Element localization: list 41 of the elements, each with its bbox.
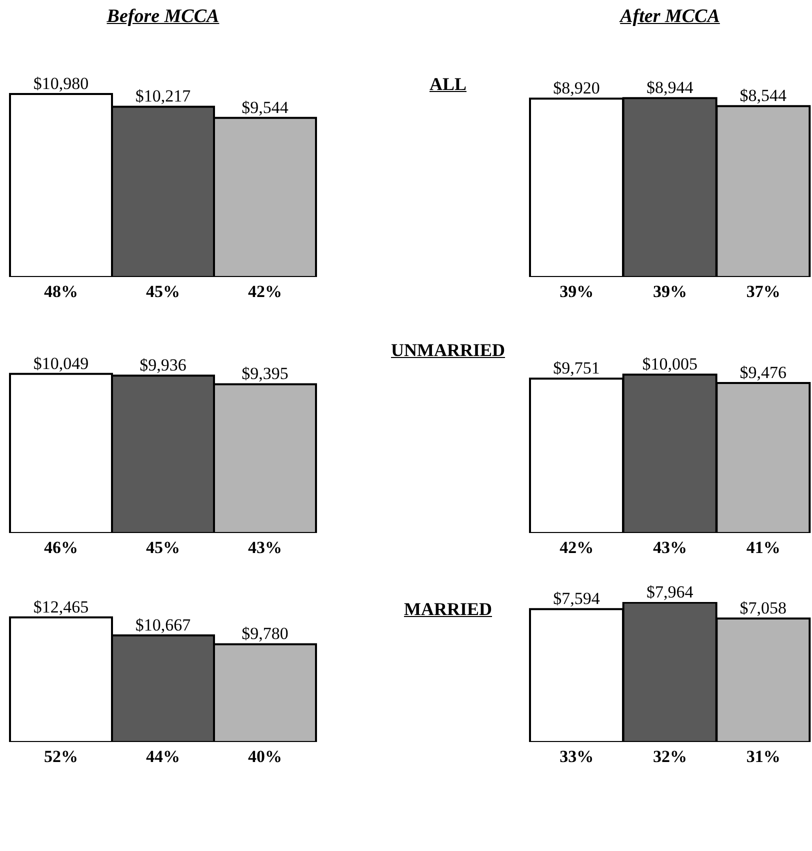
data-label: $8,944 — [646, 78, 694, 98]
x-tick-label: 40% — [248, 747, 282, 766]
data-label: $7,594 — [553, 589, 600, 608]
data-label: $10,049 — [33, 354, 89, 373]
x-tick-label: 43% — [653, 538, 687, 558]
x-tick-label: 32% — [653, 747, 687, 766]
x-tick-label: 45% — [146, 282, 180, 302]
data-label: $9,476 — [740, 362, 787, 382]
data-label: $10,005 — [642, 354, 698, 374]
x-tick-label: 37% — [746, 282, 780, 302]
x-tick-label: 39% — [560, 282, 594, 302]
data-label: $10,980 — [33, 74, 89, 93]
x-tick-label: 45% — [146, 538, 180, 558]
x-tick-label: 44% — [146, 747, 180, 766]
data-label: $8,920 — [553, 78, 600, 98]
data-label: $9,936 — [140, 356, 186, 375]
x-tick-label: 48% — [44, 282, 78, 302]
x-tick-label: 41% — [746, 538, 780, 558]
chart-subtitle: UNMARRIED — [390, 340, 506, 361]
data-label: $12,465 — [33, 597, 89, 616]
chart-subtitle: ALL — [428, 74, 468, 95]
x-tick-label: 39% — [653, 282, 687, 302]
x-tick-label: 31% — [746, 747, 780, 766]
data-label: $9,780 — [242, 624, 288, 644]
data-label: $7,058 — [740, 598, 787, 618]
data-label: $9,544 — [242, 98, 289, 117]
x-tick-label: 42% — [560, 538, 594, 558]
x-tick-label: 46% — [44, 538, 78, 558]
data-label: $9,751 — [553, 358, 600, 378]
x-tick-label: 33% — [560, 747, 594, 766]
data-label: $7,964 — [646, 582, 694, 602]
chart-title: After MCCA — [618, 6, 721, 28]
chart-subtitle: MARRIED — [403, 599, 493, 620]
x-tick-label: 42% — [248, 282, 282, 302]
chart-title: Before MCCA — [106, 6, 220, 28]
x-tick-label: 52% — [44, 747, 78, 766]
data-label: $8,544 — [740, 86, 788, 106]
data-label: $10,217 — [135, 86, 192, 106]
data-label: $10,667 — [135, 615, 192, 634]
data-label: $9,395 — [242, 364, 288, 384]
x-tick-label: 43% — [248, 538, 282, 558]
